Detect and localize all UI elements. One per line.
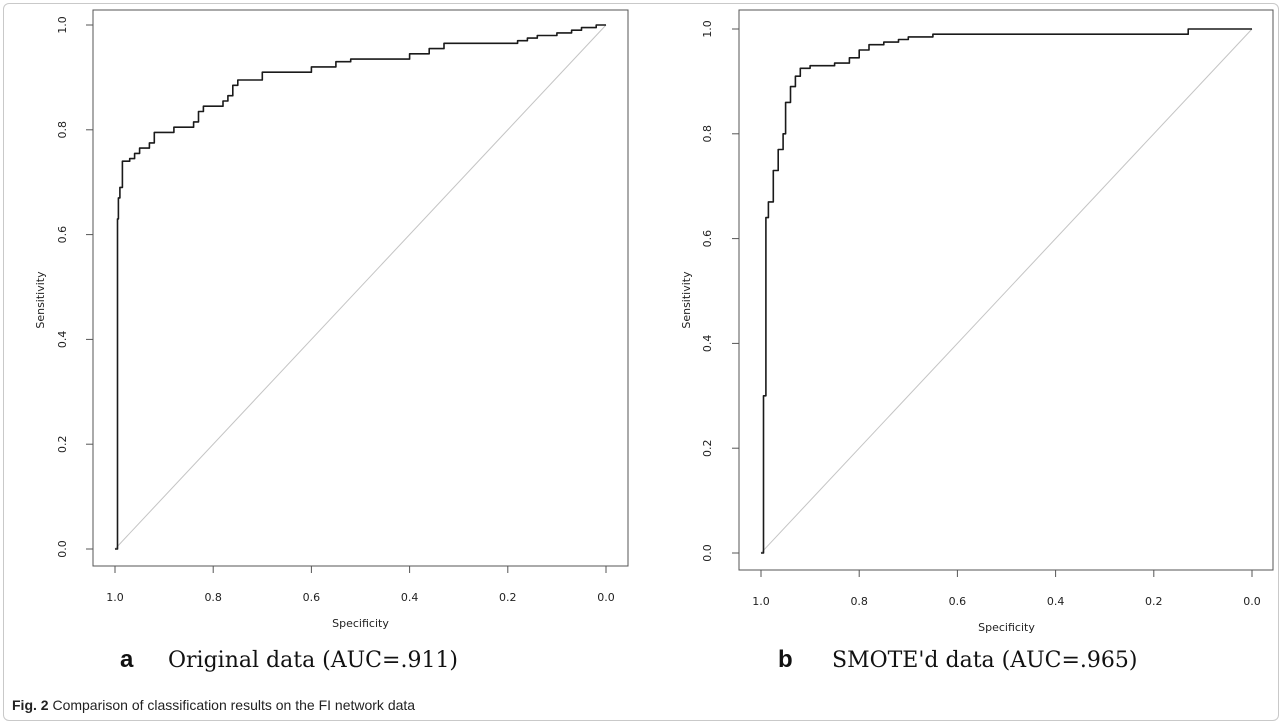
panel-a-x-tick-label: 0.6	[303, 591, 321, 604]
panel-a-x-tick-label: 1.0	[106, 591, 124, 604]
panel-b-x-tick-label: 0.4	[1047, 595, 1065, 608]
panel-a-x-axis-label: Specificity	[332, 617, 389, 630]
panel-b-x-tick-label: 0.2	[1145, 595, 1163, 608]
panel-b-plot-area	[738, 9, 1274, 571]
panel-b-y-tick-label: 0.6	[701, 230, 714, 248]
panel-a-y-tick-label: 0.2	[56, 435, 69, 453]
panel-a-y-tick-label: 0.0	[56, 540, 69, 558]
figure-caption: Fig. 2 Comparison of classification resu…	[12, 697, 415, 713]
panel-b-y-tick-label: 0.2	[701, 439, 714, 457]
panel-b-x-tick-label: 1.0	[752, 595, 770, 608]
panel-a-x-tick-label: 0.4	[401, 591, 419, 604]
panel-b-subtitle: SMOTE'd data (AUC=.965)	[832, 648, 1138, 673]
panel-a-y-axis-label: Sensitivity	[34, 271, 47, 329]
panel-b-letter: b	[778, 646, 793, 673]
panel-b-y-axis-label: Sensitivity	[680, 271, 693, 329]
panel-b-x-tick-label: 0.8	[850, 595, 868, 608]
panel-a-plot-area	[92, 9, 629, 567]
panel-b-x-tick-label: 0.0	[1243, 595, 1261, 608]
panel-a-diagonal-reference-line	[114, 24, 607, 550]
panel-b-x-axis-label: Specificity	[978, 621, 1035, 634]
panel-b-diagonal-reference-line	[760, 28, 1253, 554]
panel-a-x-tick-label: 0.2	[499, 591, 517, 604]
panel-a-y-tick-label: 0.8	[56, 121, 69, 139]
panel-b-x-tick-label: 0.6	[949, 595, 967, 608]
caption-label: Fig. 2	[12, 697, 49, 713]
panel-a-y-tick-label: 1.0	[56, 16, 69, 34]
panel-a-roc-curve	[115, 24, 606, 550]
panel-a-subtitle: Original data (AUC=.911)	[168, 648, 458, 673]
caption-text: Comparison of classification results on …	[52, 697, 416, 713]
panel-b-roc-curve	[761, 28, 1252, 554]
panel-a-y-tick-label: 0.6	[56, 226, 69, 244]
panel-a-x-tick-label: 0.8	[204, 591, 222, 604]
panel-b-y-tick-label: 1.0	[701, 20, 714, 38]
panel-b-y-tick-label: 0.0	[701, 544, 714, 562]
panel-b-y-tick-label: 0.4	[701, 335, 714, 353]
panel-a-y-tick-label: 0.4	[56, 331, 69, 349]
figure-frame	[3, 3, 1279, 721]
panel-a-letter: a	[120, 646, 134, 673]
panel-a-x-tick-label: 0.0	[597, 591, 615, 604]
panel-b-y-tick-label: 0.8	[701, 125, 714, 143]
